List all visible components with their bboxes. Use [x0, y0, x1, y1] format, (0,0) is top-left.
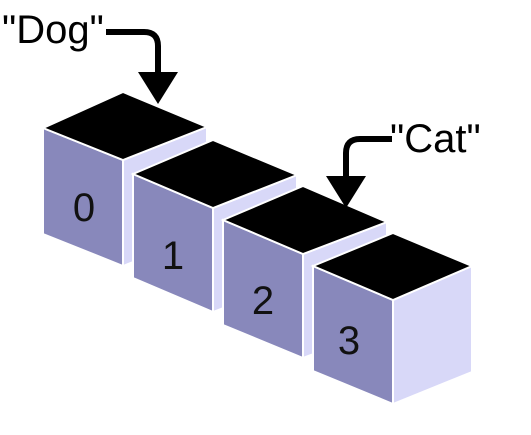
cube-2-top-face	[220, 184, 390, 256]
pointer-cat: "Cat"	[326, 117, 481, 208]
cube-3-index-label: 3	[338, 319, 360, 363]
pointer-cat-arrow-line	[343, 136, 392, 178]
pointer-dog-arrowhead	[138, 72, 178, 104]
cube-1-index-label: 1	[162, 234, 184, 278]
cube-0-top-face	[40, 90, 210, 162]
cube-3-top-face	[310, 231, 475, 302]
array-cell-3: 3	[310, 231, 475, 406]
pointer-cat-arrowhead	[326, 176, 366, 208]
pointer-dog-arrow-line	[106, 29, 161, 74]
pointer-cat-label: "Cat"	[390, 117, 481, 161]
pointer-dog: "Dog"	[2, 8, 178, 104]
pointer-dog-label: "Dog"	[2, 8, 104, 52]
cube-2-index-label: 2	[252, 279, 274, 323]
cube-1-top-face	[130, 138, 300, 210]
cube-0-index-label: 0	[73, 186, 95, 230]
